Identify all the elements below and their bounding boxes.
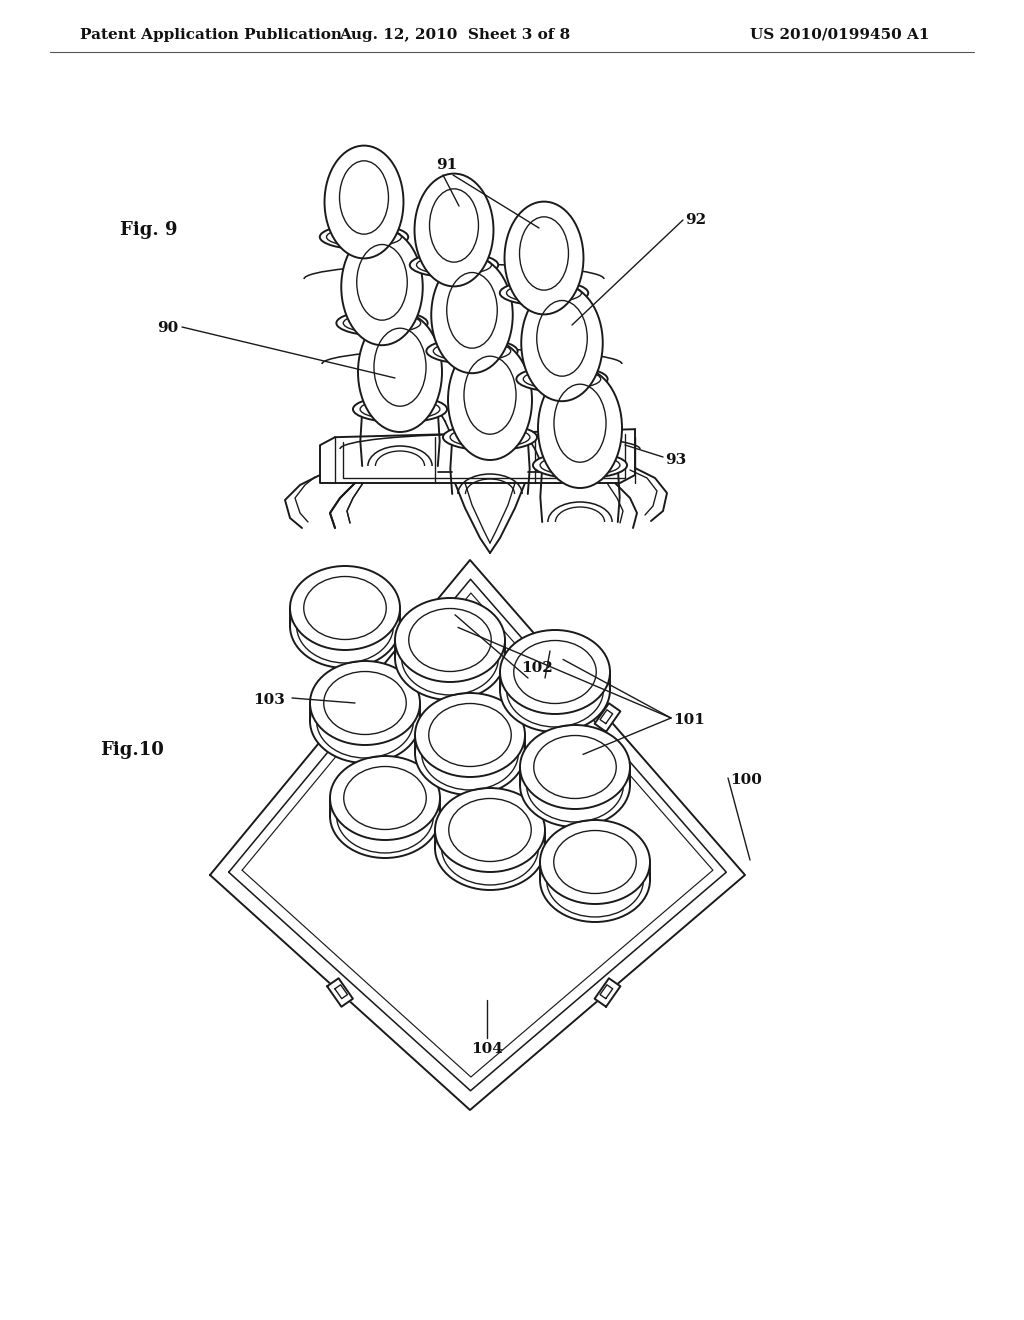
Ellipse shape xyxy=(521,285,603,401)
Ellipse shape xyxy=(310,678,420,763)
Text: 100: 100 xyxy=(730,774,762,787)
Polygon shape xyxy=(319,429,635,483)
Ellipse shape xyxy=(516,366,607,392)
Ellipse shape xyxy=(319,224,409,249)
Text: 103: 103 xyxy=(253,693,285,708)
Ellipse shape xyxy=(410,252,499,277)
Polygon shape xyxy=(210,560,745,1110)
Text: Fig. 9: Fig. 9 xyxy=(120,220,177,239)
Ellipse shape xyxy=(330,774,440,858)
Text: Patent Application Publication: Patent Application Publication xyxy=(80,28,342,42)
Polygon shape xyxy=(595,704,621,731)
Ellipse shape xyxy=(532,451,627,478)
Ellipse shape xyxy=(415,174,494,286)
Text: 104: 104 xyxy=(471,1041,503,1056)
Text: 93: 93 xyxy=(665,453,686,467)
Ellipse shape xyxy=(449,341,532,459)
Ellipse shape xyxy=(310,661,420,744)
Text: 90: 90 xyxy=(157,321,178,335)
Ellipse shape xyxy=(426,338,517,364)
Text: 102: 102 xyxy=(521,661,553,675)
Text: 101: 101 xyxy=(673,713,705,727)
Text: 91: 91 xyxy=(436,158,458,172)
Text: US 2010/0199450 A1: US 2010/0199450 A1 xyxy=(751,28,930,42)
Ellipse shape xyxy=(336,310,428,335)
Ellipse shape xyxy=(540,820,650,904)
Polygon shape xyxy=(327,704,353,731)
Ellipse shape xyxy=(290,583,400,668)
Polygon shape xyxy=(455,483,490,553)
Ellipse shape xyxy=(435,788,545,873)
Ellipse shape xyxy=(358,312,442,432)
Polygon shape xyxy=(595,978,621,1007)
Ellipse shape xyxy=(500,281,588,305)
Text: 92: 92 xyxy=(685,213,707,227)
Ellipse shape xyxy=(395,616,505,700)
Ellipse shape xyxy=(415,711,525,795)
Ellipse shape xyxy=(330,756,440,840)
Ellipse shape xyxy=(341,228,423,346)
Ellipse shape xyxy=(415,693,525,777)
Ellipse shape xyxy=(500,648,610,733)
Ellipse shape xyxy=(500,630,610,714)
Ellipse shape xyxy=(353,396,447,422)
Ellipse shape xyxy=(538,368,622,488)
Ellipse shape xyxy=(290,566,400,649)
Text: Aug. 12, 2010  Sheet 3 of 8: Aug. 12, 2010 Sheet 3 of 8 xyxy=(339,28,570,42)
Polygon shape xyxy=(327,978,353,1007)
Ellipse shape xyxy=(325,145,403,259)
Ellipse shape xyxy=(443,424,537,450)
Ellipse shape xyxy=(540,838,650,921)
Ellipse shape xyxy=(505,202,584,314)
Text: Fig.10: Fig.10 xyxy=(100,741,164,759)
Ellipse shape xyxy=(395,598,505,682)
Ellipse shape xyxy=(520,743,630,828)
Ellipse shape xyxy=(520,725,630,809)
Ellipse shape xyxy=(435,807,545,890)
Ellipse shape xyxy=(431,257,513,374)
